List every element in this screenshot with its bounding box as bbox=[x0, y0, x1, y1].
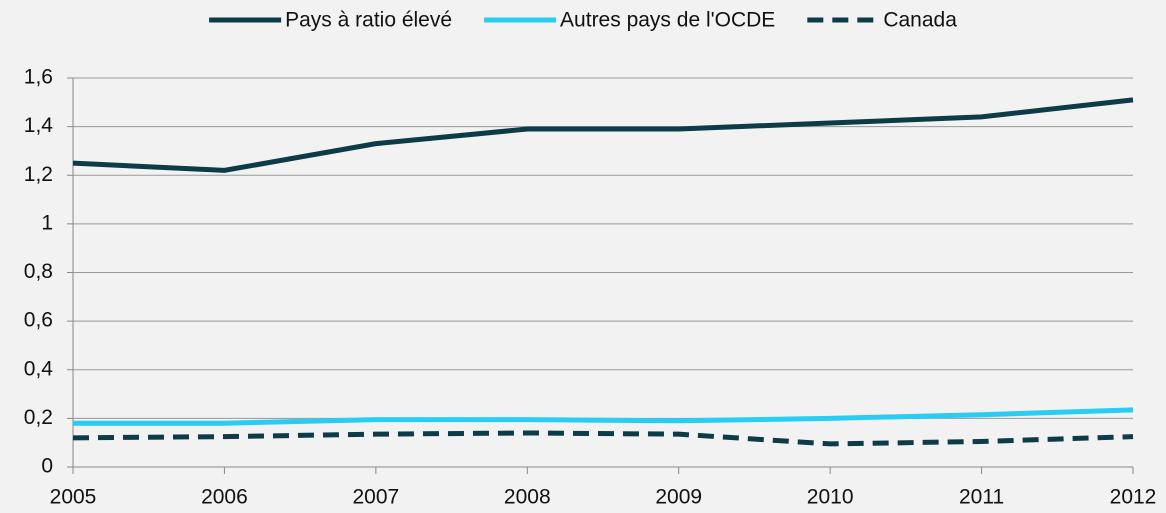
series-line bbox=[73, 407, 1134, 426]
x-tick-label: 2009 bbox=[655, 486, 702, 509]
y-tick-label: 0,2 bbox=[24, 406, 53, 429]
y-tick-label: 1,6 bbox=[24, 66, 53, 89]
x-tick-label: 2005 bbox=[50, 486, 97, 509]
legend-label: Pays à ratio élevé bbox=[285, 9, 452, 32]
x-tick-label: 2008 bbox=[504, 486, 551, 509]
x-tick-label: 2012 bbox=[1110, 486, 1157, 509]
legend-label: Autres pays de l'OCDE bbox=[560, 9, 775, 32]
x-tick-label: 2011 bbox=[959, 486, 1004, 509]
x-tick-label: 2007 bbox=[352, 486, 399, 509]
y-tick-label: 0,4 bbox=[24, 357, 54, 380]
y-tick-label: 0,8 bbox=[24, 260, 53, 283]
y-tick-label: 0,6 bbox=[24, 309, 53, 332]
series-line bbox=[72, 97, 1134, 173]
y-tick-label: 1,2 bbox=[24, 163, 53, 186]
legend-label: Canada bbox=[883, 9, 957, 32]
x-tick-label: 2006 bbox=[201, 486, 248, 509]
x-tick-label: 2010 bbox=[807, 486, 854, 509]
y-tick-label: 1 bbox=[41, 211, 53, 234]
y-tick-label: 0 bbox=[41, 455, 53, 478]
y-tick-label: 1,4 bbox=[24, 114, 54, 137]
series-line bbox=[72, 430, 1134, 447]
